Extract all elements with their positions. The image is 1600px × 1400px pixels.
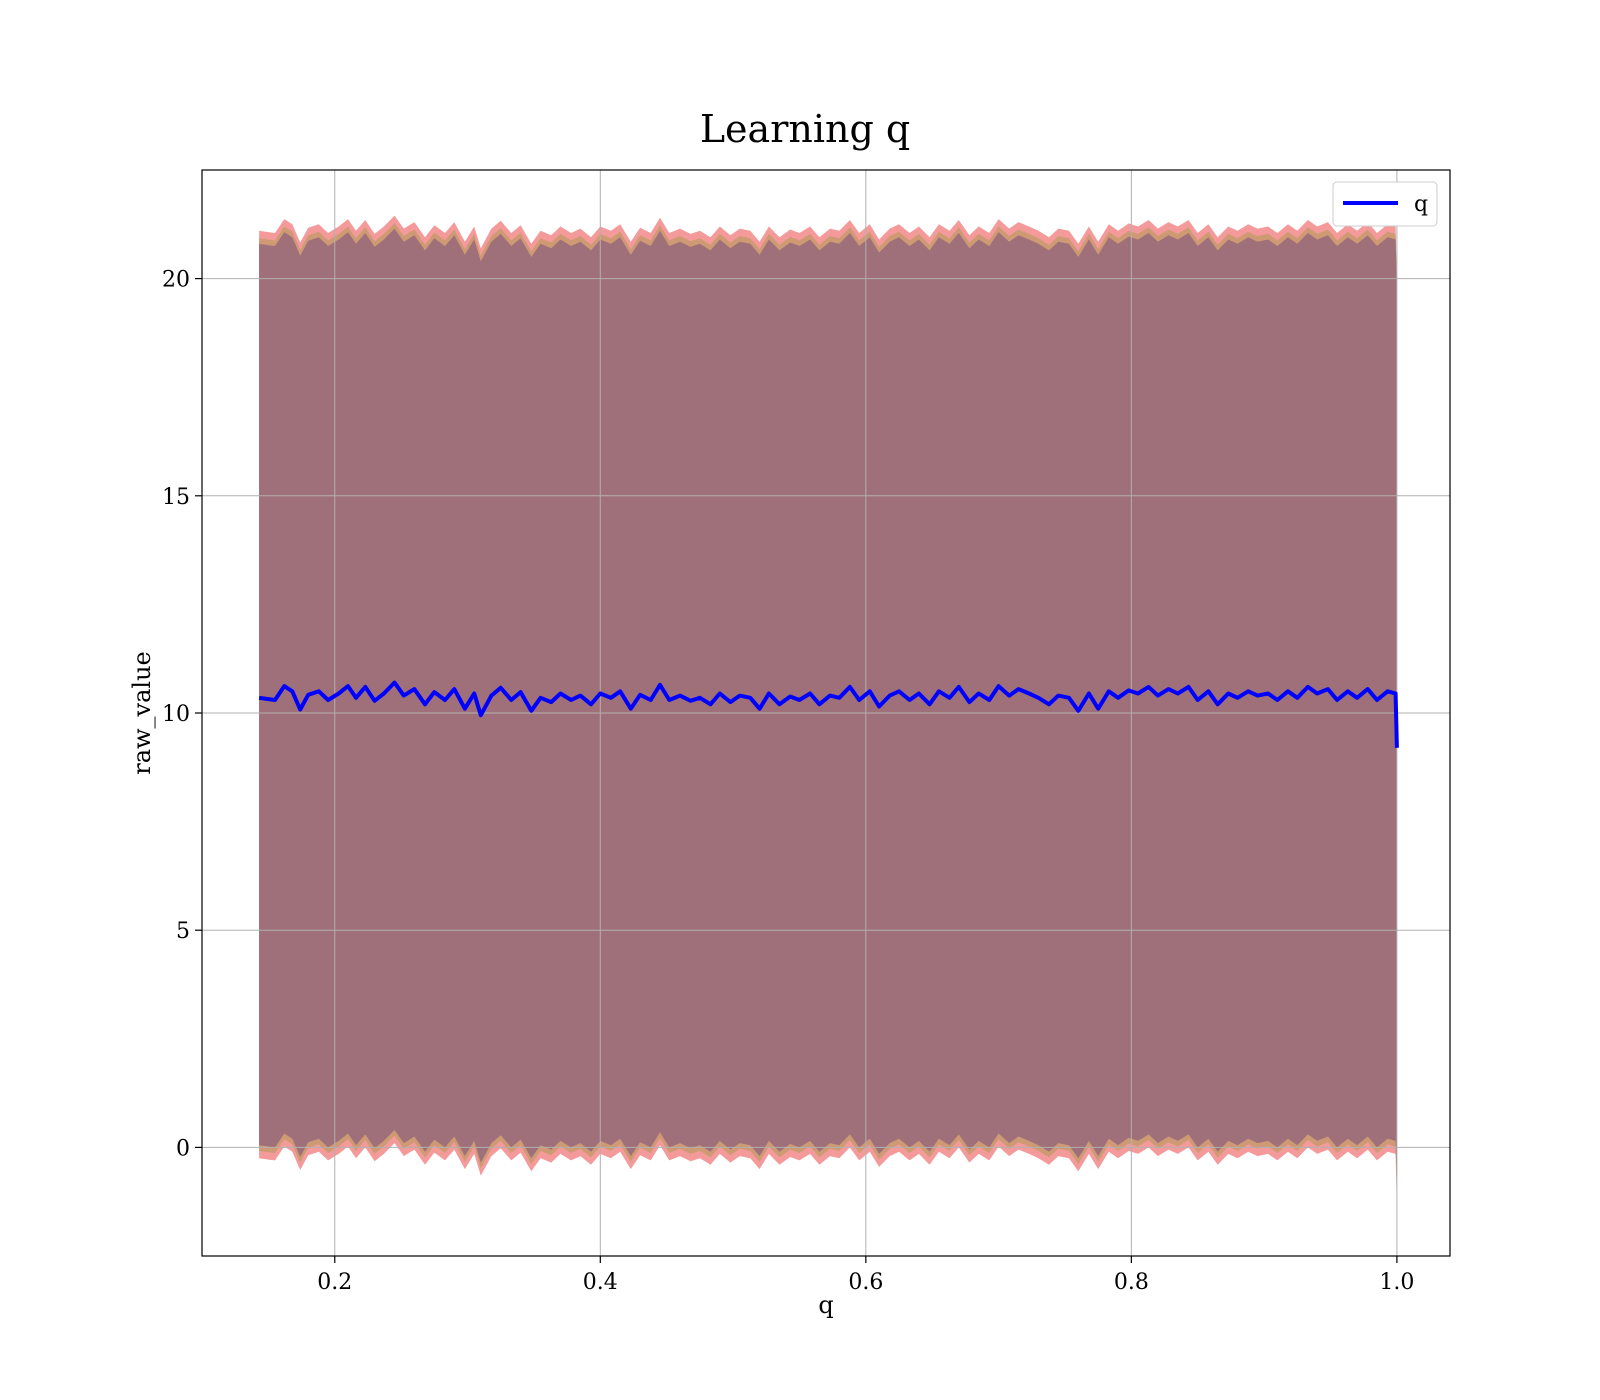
uncertainty-band <box>259 215 1397 1209</box>
y-tick-label: 10 <box>162 702 190 727</box>
grid <box>202 170 1450 1256</box>
y-tick-label: 0 <box>176 1136 190 1161</box>
legend-label: q <box>1414 192 1428 217</box>
x-tick-label: 0.6 <box>848 1270 883 1295</box>
x-tick-label: 0.4 <box>583 1270 618 1295</box>
y-axis: 0 5 10 15 20 <box>162 268 202 1161</box>
x-axis: 0.2 0.4 0.6 0.8 1.0 <box>317 1256 1414 1295</box>
x-tick-label: 0.2 <box>317 1270 352 1295</box>
chart-title: Learning q <box>700 107 910 151</box>
series-line-layer <box>258 680 1399 748</box>
y-tick-label: 15 <box>162 485 190 510</box>
x-tick-label: 0.8 <box>1114 1270 1149 1295</box>
x-axis-label: q <box>818 1291 833 1319</box>
legend: q <box>1332 181 1438 227</box>
y-tick-label: 20 <box>162 268 190 293</box>
x-tick-label: 1.0 <box>1379 1270 1414 1295</box>
series-line-q <box>258 680 1399 748</box>
band-fill <box>259 228 1397 1196</box>
y-axis-label: raw_value <box>128 651 156 775</box>
y-tick-label: 5 <box>176 919 190 944</box>
